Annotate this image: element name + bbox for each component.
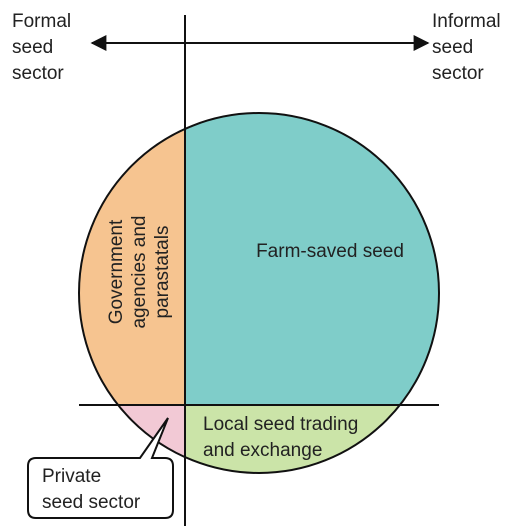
informal-label: seed bbox=[432, 37, 473, 58]
farm-saved-label: Farm-saved seed bbox=[256, 241, 404, 262]
private-label: Private bbox=[42, 466, 101, 487]
local-trading-label: and exchange bbox=[203, 440, 322, 461]
callout bbox=[27, 417, 174, 519]
government-label: parastatals bbox=[152, 226, 173, 319]
government-label: Government bbox=[106, 219, 127, 324]
formal-label: Formal bbox=[12, 11, 71, 32]
local-trading-label: Local seed trading bbox=[203, 414, 358, 435]
government-label: agencies and bbox=[129, 215, 150, 328]
circle-outline bbox=[78, 112, 440, 474]
formal-label: seed bbox=[12, 37, 53, 58]
formal-label: sector bbox=[12, 63, 64, 84]
informal-label: sector bbox=[432, 63, 484, 84]
private-label: seed sector bbox=[42, 492, 141, 513]
informal-label: Informal bbox=[432, 11, 501, 32]
labels: Formal seed sector Informal seed sector Farm-s… bbox=[12, 11, 501, 513]
